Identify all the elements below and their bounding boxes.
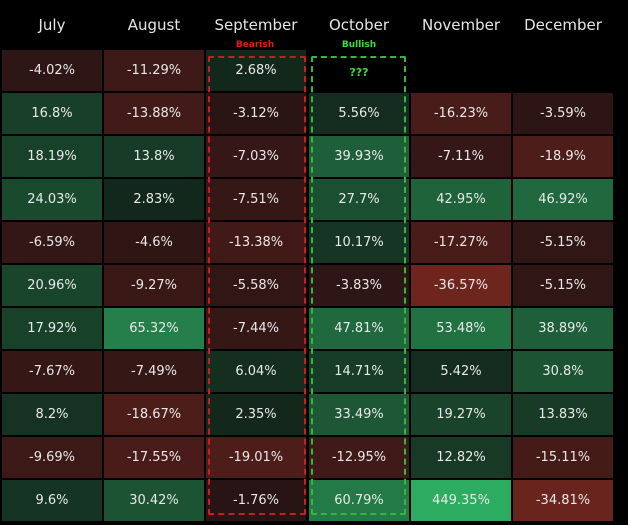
cell-december-row-7: 38.89%: [513, 308, 613, 349]
cell-september-row-2: -3.12%: [206, 93, 306, 134]
cell-august-row-11: 30.42%: [104, 480, 204, 521]
cell-november-row-8: 5.42%: [411, 351, 511, 392]
cell-july-row-1: -4.02%: [2, 50, 102, 91]
cell-september-row-8: 6.04%: [206, 351, 306, 392]
cell-july-row-11: 9.6%: [2, 480, 102, 521]
cell-september-row-5: -13.38%: [206, 222, 306, 263]
cell-december-row-10: -15.11%: [513, 437, 613, 478]
cell-july-row-5: -6.59%: [2, 222, 102, 263]
september-highlight-box: [208, 56, 306, 515]
cell-october-row-7: 47.81%: [309, 308, 409, 349]
cell-december-row-8: 30.8%: [513, 351, 613, 392]
cell-november-row-6: -36.57%: [411, 265, 511, 306]
cell-october-row-6: -3.83%: [309, 265, 409, 306]
cell-july-row-10: -9.69%: [2, 437, 102, 478]
cell-december-row-3: -18.9%: [513, 136, 613, 177]
cell-july-row-8: -7.67%: [2, 351, 102, 392]
cell-november-row-3: -7.11%: [411, 136, 511, 177]
cell-september-row-10: -19.01%: [206, 437, 306, 478]
column-header-august: August: [127, 16, 181, 34]
cell-december-row-4: 46.92%: [513, 179, 613, 220]
cell-november-row-5: -17.27%: [411, 222, 511, 263]
cell-december-row-9: 13.83%: [513, 394, 613, 435]
october-pending-label: ???: [349, 66, 369, 79]
cell-october-row-9: 33.49%: [309, 394, 409, 435]
column-header-july: July: [38, 16, 66, 34]
cell-august-row-7: 65.32%: [104, 308, 204, 349]
cell-november-row-7: 53.48%: [411, 308, 511, 349]
cell-july-row-7: 17.92%: [2, 308, 102, 349]
cell-august-row-5: -4.6%: [104, 222, 204, 263]
cell-august-row-4: 2.83%: [104, 179, 204, 220]
cell-september-row-9: 2.35%: [206, 394, 306, 435]
cell-october-row-3: 39.93%: [309, 136, 409, 177]
cell-october-row-5: 10.17%: [309, 222, 409, 263]
cell-august-row-3: 13.8%: [104, 136, 204, 177]
cell-october-row-8: 14.71%: [309, 351, 409, 392]
cell-july-row-2: 16.8%: [2, 93, 102, 134]
cell-october-row-10: -12.95%: [309, 437, 409, 478]
cell-august-row-9: -18.67%: [104, 394, 204, 435]
cell-september-row-3: -7.03%: [206, 136, 306, 177]
cell-august-row-8: -7.49%: [104, 351, 204, 392]
cell-december-row-11: -34.81%: [513, 480, 613, 521]
cell-november-row-9: 19.27%: [411, 394, 511, 435]
column-header-october: October: [328, 16, 390, 34]
cell-december-row-5: -5.15%: [513, 222, 613, 263]
cell-july-row-6: 20.96%: [2, 265, 102, 306]
cell-july-row-9: 8.2%: [2, 394, 102, 435]
cell-october-row-4: 27.7%: [309, 179, 409, 220]
cell-august-row-1: -11.29%: [104, 50, 204, 91]
bearish-label: Bearish: [235, 40, 275, 50]
cell-august-row-10: -17.55%: [104, 437, 204, 478]
cell-august-row-2: -13.88%: [104, 93, 204, 134]
cell-july-row-4: 24.03%: [2, 179, 102, 220]
column-header-november: November: [421, 16, 501, 34]
cell-december-row-2: -3.59%: [513, 93, 613, 134]
cell-december-row-6: -5.15%: [513, 265, 613, 306]
cell-september-row-6: -5.58%: [206, 265, 306, 306]
column-header-september: September: [214, 16, 298, 34]
cell-september-row-4: -7.51%: [206, 179, 306, 220]
cell-november-row-2: -16.23%: [411, 93, 511, 134]
bullish-label: Bullish: [341, 40, 377, 50]
cell-september-row-7: -7.44%: [206, 308, 306, 349]
october-highlight-box: [311, 56, 406, 515]
cell-august-row-6: -9.27%: [104, 265, 204, 306]
cell-july-row-3: 18.19%: [2, 136, 102, 177]
column-header-december: December: [524, 16, 602, 34]
cell-november-row-4: 42.95%: [411, 179, 511, 220]
cell-november-row-10: 12.82%: [411, 437, 511, 478]
cell-november-row-11: 449.35%: [411, 480, 511, 521]
cell-october-row-2: 5.56%: [309, 93, 409, 134]
